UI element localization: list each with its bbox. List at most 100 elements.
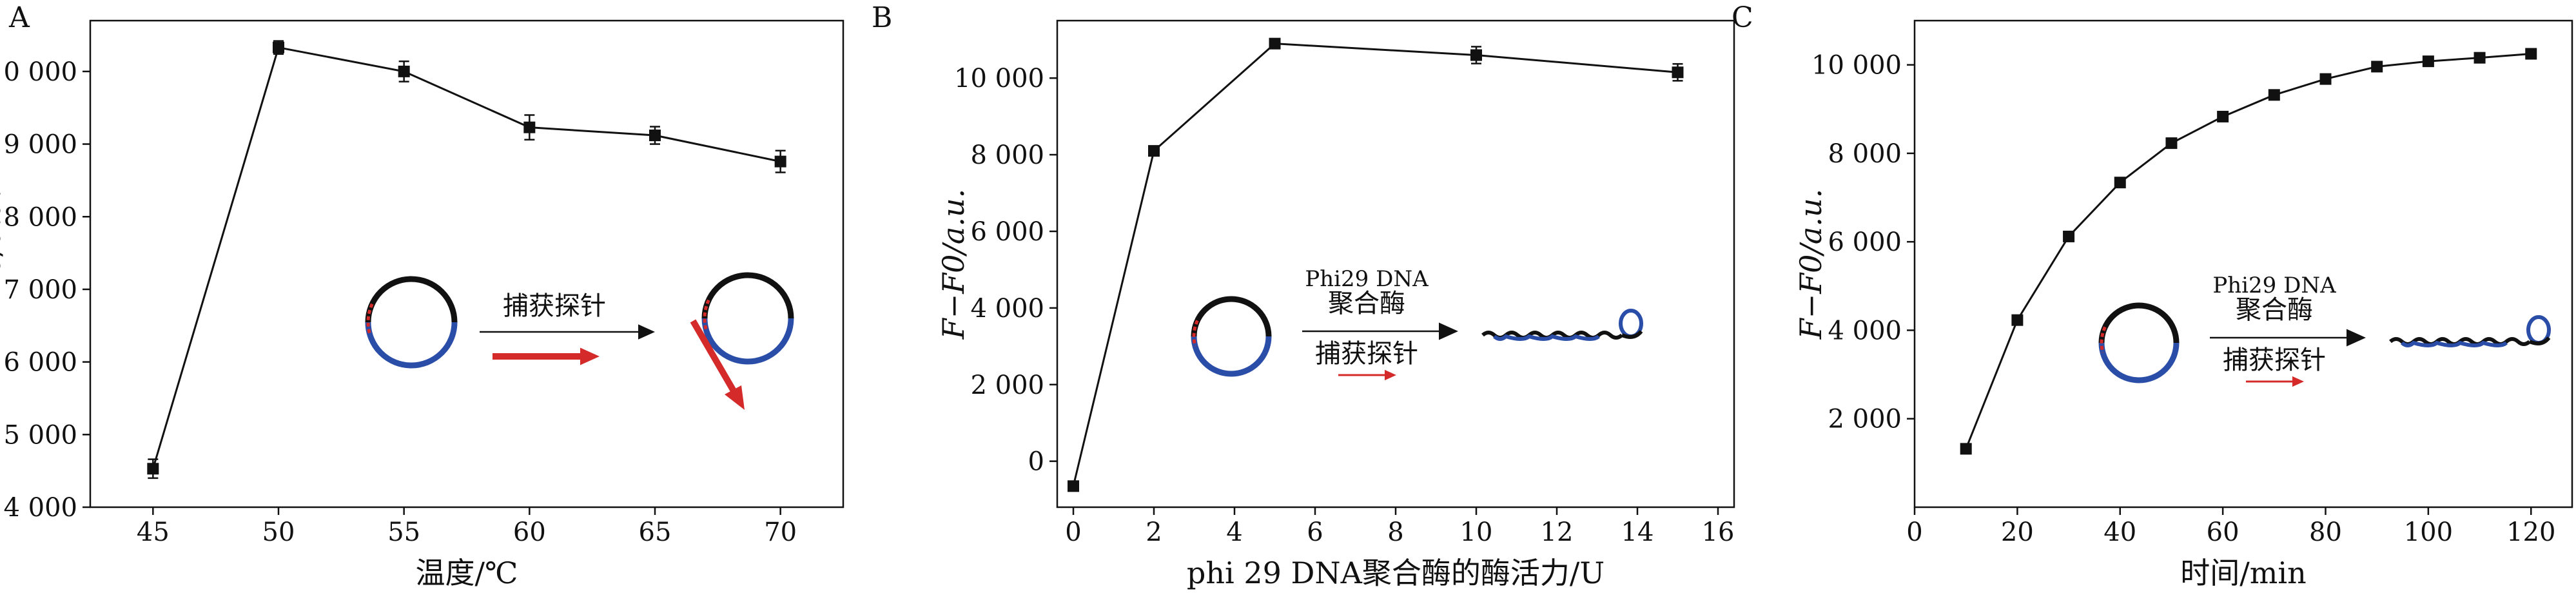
data-point [2165, 137, 2178, 150]
x-tick-label: 100 [2404, 518, 2453, 547]
x-tick-label: 120 [2506, 518, 2555, 547]
data-point [2063, 230, 2075, 242]
series-line [1965, 52, 2532, 449]
series-line [151, 46, 781, 469]
inset-ring-red-segment [2100, 326, 2107, 353]
data-point [774, 155, 786, 168]
y-tick-label: 9 000 [3, 130, 77, 160]
inset-product-strand-blue [1493, 334, 1600, 341]
inset-ring-right-blue-arc [701, 318, 794, 365]
inset-ring-left-red-segment [366, 303, 374, 334]
inset-probe-head [725, 385, 745, 410]
x-tick-label: 10 [1460, 518, 1493, 547]
inset-black-arrow-head [2347, 329, 2366, 347]
inset-red-arrow-head [580, 347, 600, 365]
data-point [2114, 177, 2126, 189]
x-tick-label: 70 [764, 518, 797, 547]
x-tick-label: 16 [1702, 518, 1735, 547]
data-point [1960, 443, 1972, 455]
y-tick-label: 6 000 [970, 217, 1044, 247]
panel-label: C [1732, 1, 1753, 34]
y-tick-label: 2 000 [1828, 405, 1902, 434]
x-axis-label: 时间/min [2180, 556, 2306, 590]
inset-ring-black-arc [1191, 296, 1272, 337]
inset-ring-left-black-arc [365, 276, 458, 323]
inset-arrow-label-top-1: Phi29 DNA [2212, 273, 2336, 298]
x-tick-label: 45 [137, 518, 170, 547]
inset-ring-blue-arc [1191, 336, 1272, 377]
y-tick-label: 8 000 [3, 202, 77, 232]
data-point [147, 463, 159, 475]
panel-a: A 45 50 55 60 65 70 4 000 5 000 6 000 7 000 8 000 9 … [0, 1, 844, 590]
y-tick-label: 6 000 [3, 348, 77, 378]
inset-arrow-label-top-1: Phi29 DNA [1305, 266, 1429, 292]
x-tick-label: 8 [1387, 518, 1403, 547]
data-point [1068, 480, 1079, 492]
y-tick-label: 0 [1028, 447, 1044, 477]
x-tick-label: 4 [1226, 518, 1242, 547]
y-tick-label: 4 000 [3, 493, 77, 523]
x-tick-label: 14 [1621, 518, 1654, 547]
inset-ring-red-segment [1192, 320, 1199, 347]
data-point [2422, 55, 2434, 68]
y-tick-label: 4 000 [1828, 316, 1902, 345]
plot-frame [89, 19, 844, 508]
inset-product-loop-tail [2528, 336, 2551, 345]
inset-product-strand-blue [2401, 340, 2508, 347]
y-tick-label: 5 000 [3, 420, 77, 450]
inset-red-arrow-head [2292, 376, 2304, 387]
x-axis-label: phi 29 DNA聚合酶的酶活力/U [1187, 556, 1605, 590]
panel-label: A [8, 1, 30, 34]
inset-black-arrow-head [638, 324, 655, 340]
panel-b: B 0 2 4 6 8 10 12 14 16 0 2 000 4 000 6 000 8 000 10 00… [872, 1, 1735, 590]
inset-arrow-label-bottom: 捕获探针 [2223, 345, 2326, 375]
inset-probe-shaft [690, 319, 738, 395]
inset-ring-right-black-arc [701, 272, 794, 319]
x-tick-label: 55 [387, 518, 420, 547]
data-point [1672, 66, 1684, 79]
data-point [2474, 52, 2486, 64]
data-point [2525, 48, 2537, 60]
y-tick-label: 6 000 [1828, 227, 1902, 257]
x-tick-label: 0 [1065, 518, 1081, 547]
data-point [2371, 61, 2383, 73]
inset-ring-left-blue-arc [365, 322, 458, 369]
y-tick-label: 2 000 [970, 371, 1044, 400]
x-tick-label: 60 [2207, 518, 2239, 547]
inset-product-loop-tail [1621, 330, 1643, 339]
y-axis-label: F−F0/a.u. [1793, 189, 1828, 340]
inset-ring-right-red-segment [703, 299, 710, 330]
x-tick-label: 60 [513, 518, 546, 547]
inset-black-arrow-head [1439, 322, 1458, 340]
series-line [1072, 43, 1678, 487]
panel-c: C 0 20 40 60 80 100 120 2 000 4 000 6 000 8 000 10 0… [1732, 1, 2573, 590]
y-axis-label: F−F0/a.u. [0, 189, 7, 340]
y-tick-label: 10 000 [954, 64, 1044, 93]
x-tick-label: 80 [2309, 518, 2342, 547]
y-tick-label: 10 000 [1811, 51, 1902, 81]
plot-frame [1913, 19, 2573, 508]
inset-arrow-label-top-2: 聚合酶 [1328, 289, 1405, 318]
x-tick-label: 0 [1906, 518, 1922, 547]
inset-ring-blue-arc [2098, 342, 2180, 383]
x-tick-label: 65 [639, 518, 672, 547]
inset-red-arrow-head [1385, 369, 1396, 381]
x-tick-label: 12 [1541, 518, 1574, 547]
data-point [1148, 145, 1160, 157]
data-point [2319, 73, 2332, 85]
inset-arrow-label-top-2: 聚合酶 [2236, 295, 2313, 325]
data-point [2268, 89, 2280, 101]
inset-arrow-label: 捕获探针 [503, 291, 606, 321]
data-point [398, 65, 410, 77]
y-tick-label: 7 000 [3, 275, 77, 305]
panel-label: B [872, 1, 892, 34]
inset-ring-black-arc [2098, 302, 2180, 344]
data-point [649, 130, 661, 142]
y-tick-label: 4 000 [970, 294, 1044, 324]
data-point [2011, 314, 2024, 326]
x-axis-label: 温度/℃ [416, 556, 518, 590]
data-point [2217, 110, 2229, 122]
y-tick-label: 8 000 [970, 140, 1044, 170]
inset-arrow-label-bottom: 捕获探针 [1315, 339, 1418, 369]
